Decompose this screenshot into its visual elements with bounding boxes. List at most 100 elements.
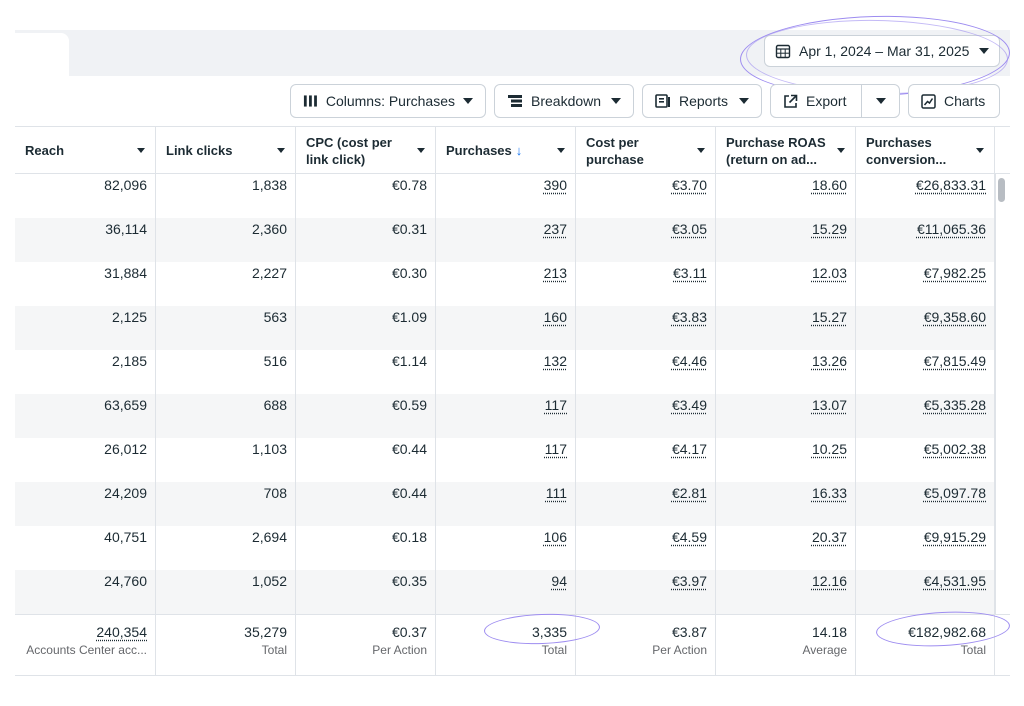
cell-purchases[interactable]: 237 [436, 218, 576, 262]
cell-reach: 31,884 [15, 262, 156, 306]
cell-link_clicks: 708 [156, 482, 296, 526]
chevron-down-icon[interactable] [557, 148, 565, 153]
cell-purchases[interactable]: 117 [436, 438, 576, 482]
cell-purchases[interactable]: 213 [436, 262, 576, 306]
total-reach: 240,354 Accounts Center acc... [15, 615, 156, 675]
cell-reach: 36,114 [15, 218, 156, 262]
cell-conv_value[interactable]: €5,097.78 [856, 482, 995, 526]
cell-cost_per_purchase[interactable]: €4.59 [576, 526, 716, 570]
chevron-down-icon[interactable] [277, 148, 285, 153]
data-table: Reach Link clicks CPC (cost per link cli… [15, 126, 1010, 676]
cell-conv_value[interactable]: €4,531.95 [856, 570, 995, 614]
column-header-cost-per-purchase[interactable]: Cost per purchase [576, 127, 716, 174]
cell-purchases[interactable]: 390 [436, 174, 576, 218]
reports-icon [655, 94, 670, 108]
table-row: 82,096 1,838 €0.78 390 €3.70 18.60 €26,833.31 [15, 174, 995, 218]
cell-link_clicks: 2,360 [156, 218, 296, 262]
cell-roas[interactable]: 18.60 [716, 174, 856, 218]
cell-roas[interactable]: 13.26 [716, 350, 856, 394]
cell-conv_value[interactable]: €7,982.25 [856, 262, 995, 306]
reports-button[interactable]: Reports [642, 84, 762, 118]
cell-purchases[interactable]: 160 [436, 306, 576, 350]
cell-roas[interactable]: 20.37 [716, 526, 856, 570]
date-range-button[interactable]: Apr 1, 2024 – Mar 31, 2025 [764, 35, 1000, 67]
cell-roas[interactable]: 15.29 [716, 218, 856, 262]
column-header-link-clicks[interactable]: Link clicks [156, 127, 296, 174]
chevron-down-icon [463, 98, 473, 104]
cell-link_clicks: 1,103 [156, 438, 296, 482]
total-cost-per-purchase: €3.87 Per Action [576, 615, 716, 675]
scrollbar-thumb[interactable] [998, 178, 1005, 202]
cell-cpc: €1.09 [296, 306, 436, 350]
column-header-purchases[interactable]: Purchases ↓ [436, 127, 576, 174]
cell-cpc: €0.31 [296, 218, 436, 262]
reports-label: Reports [679, 93, 729, 109]
column-header-reach[interactable]: Reach [15, 127, 156, 174]
table-row: 63,659 688 €0.59 117 €3.49 13.07 €5,335.28 [15, 394, 995, 438]
column-header-roas[interactable]: Purchase ROAS (return on ad... [716, 127, 856, 174]
cell-cpc: €0.18 [296, 526, 436, 570]
cell-conv_value[interactable]: €9,915.29 [856, 526, 995, 570]
cell-conv_value[interactable]: €7,815.49 [856, 350, 995, 394]
cell-purchases[interactable]: 111 [436, 482, 576, 526]
cell-roas[interactable]: 10.25 [716, 438, 856, 482]
cell-conv_value[interactable]: €26,833.31 [856, 174, 995, 218]
cell-cpc: €0.59 [296, 394, 436, 438]
cell-reach: 26,012 [15, 438, 156, 482]
cell-cost_per_purchase[interactable]: €4.17 [576, 438, 716, 482]
cell-roas[interactable]: 15.27 [716, 306, 856, 350]
cell-cost_per_purchase[interactable]: €3.05 [576, 218, 716, 262]
cell-cost_per_purchase[interactable]: €4.46 [576, 350, 716, 394]
chevron-down-icon [979, 48, 989, 54]
charts-button[interactable]: Charts [908, 84, 1000, 118]
total-cpc: €0.37 Per Action [296, 615, 436, 675]
column-header-cpc[interactable]: CPC (cost per link click) [296, 127, 436, 174]
cell-conv_value[interactable]: €11,065.36 [856, 218, 995, 262]
cell-cost_per_purchase[interactable]: €3.70 [576, 174, 716, 218]
cell-roas[interactable]: 12.16 [716, 570, 856, 614]
cell-conv_value[interactable]: €9,358.60 [856, 306, 995, 350]
cell-link_clicks: 563 [156, 306, 296, 350]
vertical-scrollbar[interactable] [995, 174, 1010, 614]
cell-link_clicks: 1,052 [156, 570, 296, 614]
cell-purchases[interactable]: 117 [436, 394, 576, 438]
cell-reach: 63,659 [15, 394, 156, 438]
breakdown-label: Breakdown [531, 93, 602, 109]
column-header-conversion-value[interactable]: Purchases conversion... [856, 127, 995, 174]
cell-roas[interactable]: 12.03 [716, 262, 856, 306]
chevron-down-icon[interactable] [697, 148, 705, 153]
table-row: 2,125 563 €1.09 160 €3.83 15.27 €9,358.60 [15, 306, 995, 350]
table-row: 24,209 708 €0.44 111 €2.81 16.33 €5,097.78 [15, 482, 995, 526]
table-row: 40,751 2,694 €0.18 106 €4.59 20.37 €9,915.29 [15, 526, 995, 570]
cell-roas[interactable]: 16.33 [716, 482, 856, 526]
cell-cost_per_purchase[interactable]: €2.81 [576, 482, 716, 526]
cell-purchases[interactable]: 132 [436, 350, 576, 394]
cell-conv_value[interactable]: €5,002.38 [856, 438, 995, 482]
cell-cost_per_purchase[interactable]: €3.97 [576, 570, 716, 614]
chart-icon [921, 93, 936, 109]
calendar-icon [775, 44, 791, 59]
breakdown-button[interactable]: Breakdown [494, 84, 634, 118]
cell-link_clicks: 2,694 [156, 526, 296, 570]
export-dropdown[interactable] [861, 85, 899, 117]
cell-cost_per_purchase[interactable]: €3.49 [576, 394, 716, 438]
active-tab[interactable] [15, 33, 69, 76]
sort-descending-icon[interactable]: ↓ [515, 143, 523, 158]
cell-purchases[interactable]: 94 [436, 570, 576, 614]
cell-purchases[interactable]: 106 [436, 526, 576, 570]
chevron-down-icon[interactable] [417, 148, 425, 153]
chevron-down-icon[interactable] [137, 148, 145, 153]
cell-link_clicks: 1,838 [156, 174, 296, 218]
table-row: 31,884 2,227 €0.30 213 €3.11 12.03 €7,982.25 [15, 262, 995, 306]
chevron-down-icon[interactable] [837, 148, 845, 153]
export-button[interactable]: Export [770, 84, 900, 118]
cell-conv_value[interactable]: €5,335.28 [856, 394, 995, 438]
cell-cost_per_purchase[interactable]: €3.11 [576, 262, 716, 306]
cell-roas[interactable]: 13.07 [716, 394, 856, 438]
table-header: Reach Link clicks CPC (cost per link cli… [15, 126, 1010, 174]
columns-label: Columns: Purchases [325, 93, 455, 109]
columns-button[interactable]: Columns: Purchases [290, 84, 486, 118]
cell-cost_per_purchase[interactable]: €3.83 [576, 306, 716, 350]
chevron-down-icon[interactable] [976, 148, 984, 153]
chevron-down-icon [875, 98, 886, 104]
